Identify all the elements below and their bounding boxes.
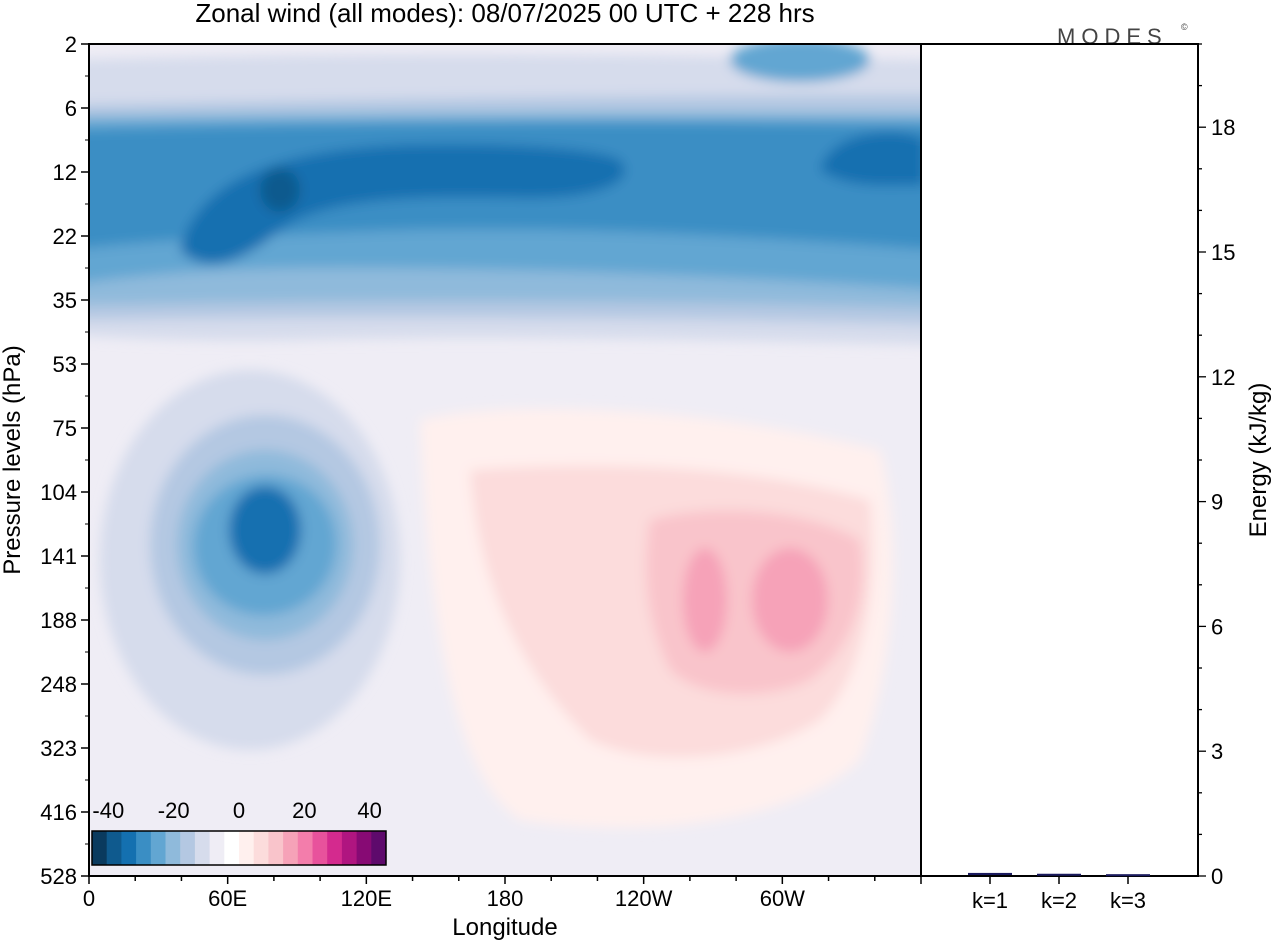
energy-tick-label: 12 — [1211, 365, 1235, 390]
colorbar-swatch — [150, 831, 166, 865]
x-tick-label: 180 — [487, 886, 524, 911]
colorbar-tick-label: 0 — [233, 798, 245, 823]
colorbar-tick-label: -40 — [92, 798, 124, 823]
energy-bar — [1037, 873, 1081, 876]
wind-field — [89, 44, 921, 876]
colorbar-swatch — [371, 831, 387, 865]
y-tick-label: 104 — [40, 480, 77, 505]
energy-category-label: k=3 — [1110, 888, 1146, 913]
y-tick-label: 53 — [53, 352, 77, 377]
colorbar-swatch — [136, 831, 152, 865]
y-axis-title: Pressure levels (hPa) — [0, 345, 26, 574]
x-tick-label: 120E — [341, 886, 392, 911]
energy-category-label: k=1 — [972, 888, 1008, 913]
chart-title: Zonal wind (all modes): 08/07/2025 00 UT… — [195, 0, 814, 28]
colorbar-swatch — [341, 831, 358, 865]
energy-tick-label: 6 — [1211, 614, 1223, 639]
colorbar-swatch — [356, 831, 372, 865]
energy-tick-label: 3 — [1211, 739, 1223, 764]
colorbar-frame — [91, 830, 387, 866]
y-tick-label: 12 — [53, 160, 77, 185]
upper-right-extra — [730, 44, 870, 82]
upper-right-core — [820, 132, 921, 186]
colorbar-swatch — [297, 831, 313, 865]
colorbar-tick-label: 20 — [292, 798, 316, 823]
colorbar: -40 -20 0 20 40 — [91, 798, 387, 866]
colorbar-swatch — [106, 831, 122, 865]
energy-tick-label: 9 — [1211, 490, 1223, 515]
colorbar-tick-label: 40 — [357, 798, 381, 823]
colorbar-swatch — [283, 831, 299, 865]
modes-logo: MODES — [1057, 24, 1168, 49]
colorbar-tick-label: -20 — [158, 798, 190, 823]
easterly-core — [229, 486, 301, 574]
colorbar-swatch — [327, 831, 343, 865]
y-tick-label: 35 — [53, 288, 77, 313]
energy-panel-frame — [920, 43, 1199, 877]
x-tick-label: 0 — [83, 886, 95, 911]
y-tick-label: 6 — [65, 96, 77, 121]
y-tick-label: 248 — [40, 672, 77, 697]
y-tick-label: 22 — [53, 224, 77, 249]
y-tick-label: 141 — [40, 544, 77, 569]
colorbar-swatch — [209, 831, 225, 865]
colorbar-swatch — [121, 831, 137, 865]
y-tick-label: 323 — [40, 736, 77, 761]
x-axis-title: Longitude — [452, 914, 557, 941]
y-tick-label: 416 — [40, 800, 77, 825]
logo-copyright-mark: © — [1181, 22, 1188, 32]
colorbar-swatch — [165, 831, 181, 865]
x-tick-label: 120W — [615, 886, 673, 911]
westerly-core-right — [752, 548, 828, 652]
upper-easterly-darkest — [260, 168, 300, 212]
energy-axis-title: Energy (kJ/kg) — [1245, 383, 1272, 538]
colorbar-swatch — [312, 831, 328, 865]
colorbar-swatch — [92, 831, 108, 865]
y-tick-label: 188 — [40, 608, 77, 633]
colorbar-swatch — [239, 831, 255, 865]
colorbar-swatch — [180, 831, 196, 865]
y-tick-label: 2 — [65, 32, 77, 57]
energy-tick-label: 18 — [1211, 115, 1235, 140]
colorbar-swatch — [224, 831, 240, 865]
energy-category-label: k=2 — [1041, 888, 1077, 913]
colorbar-swatch — [194, 831, 211, 865]
y-tick-label: 75 — [53, 416, 77, 441]
energy-bar — [968, 872, 1012, 875]
energy-tick-label: 0 — [1211, 864, 1223, 889]
y-tick-label: 528 — [40, 864, 77, 889]
energy-tick-label: 15 — [1211, 240, 1235, 265]
x-tick-label: 60W — [760, 886, 805, 911]
westerly-core-left — [683, 548, 727, 652]
x-tick-label: 60E — [208, 886, 247, 911]
colorbar-swatch — [253, 831, 269, 865]
colorbar-swatch — [268, 831, 284, 865]
energy-bar — [1106, 874, 1150, 877]
